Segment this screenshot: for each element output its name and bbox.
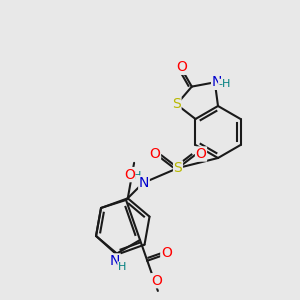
Text: O: O xyxy=(176,60,187,74)
Text: H: H xyxy=(118,262,126,272)
Text: N: N xyxy=(212,75,222,89)
Text: O: O xyxy=(196,147,206,161)
Text: N: N xyxy=(139,176,149,190)
Text: S: S xyxy=(172,98,181,111)
Text: O: O xyxy=(150,147,160,161)
Text: O: O xyxy=(151,274,162,288)
Text: O: O xyxy=(124,168,135,182)
Text: O: O xyxy=(161,246,172,260)
Text: H: H xyxy=(133,171,141,181)
Text: N: N xyxy=(110,254,120,268)
Text: S: S xyxy=(174,161,182,175)
Text: -H: -H xyxy=(219,79,231,89)
